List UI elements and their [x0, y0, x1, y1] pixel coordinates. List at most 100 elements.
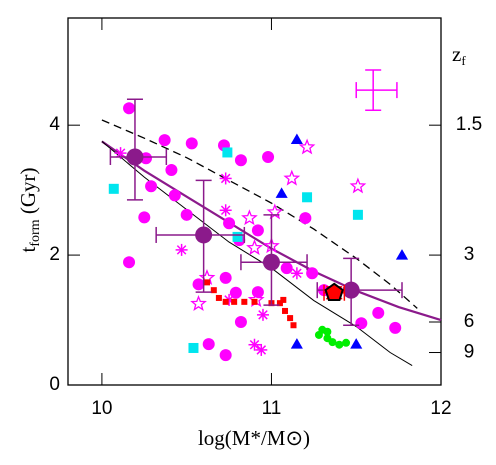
point	[165, 163, 178, 176]
point	[232, 231, 243, 242]
point	[175, 243, 188, 256]
y-tick-label: 4	[49, 114, 60, 135]
point	[210, 287, 217, 294]
point	[282, 307, 289, 314]
point	[335, 340, 344, 349]
point	[342, 281, 360, 299]
y2-tick-label: 1.5	[456, 114, 482, 135]
y-label-sub: form	[28, 219, 43, 246]
x-tick-label: 12	[430, 398, 451, 419]
y-tick-label: 2	[49, 244, 60, 265]
point	[219, 271, 232, 284]
point	[283, 169, 301, 186]
y2-tick-label: 3	[464, 244, 475, 265]
point	[123, 256, 136, 269]
point	[219, 349, 232, 362]
point	[280, 296, 287, 303]
point	[248, 338, 261, 351]
point	[222, 298, 229, 305]
point	[185, 137, 198, 150]
point	[299, 212, 312, 225]
point	[290, 133, 303, 144]
model-curve	[101, 119, 418, 309]
y-label-main: t	[16, 246, 40, 252]
model-curve	[101, 141, 413, 366]
y-tick-label: 0	[49, 374, 60, 395]
point	[276, 300, 283, 307]
point	[251, 298, 258, 305]
point	[195, 226, 213, 244]
point	[372, 306, 385, 319]
point	[231, 298, 238, 305]
point	[262, 151, 275, 164]
y-axis-label: tform (Gyr)	[16, 168, 43, 253]
point	[352, 209, 363, 220]
point	[290, 338, 303, 349]
asterisk-arm	[292, 268, 302, 279]
point	[342, 338, 351, 347]
y2-label-main: z	[452, 42, 461, 66]
point	[280, 262, 293, 275]
asterisk-arm	[220, 205, 231, 216]
point	[126, 148, 144, 166]
point	[324, 282, 344, 301]
point	[255, 343, 268, 356]
point	[350, 338, 363, 349]
asterisk-arm	[256, 345, 267, 355]
point	[123, 102, 136, 115]
point	[202, 338, 215, 351]
point	[180, 208, 193, 221]
point	[234, 154, 247, 167]
point	[215, 294, 222, 301]
point	[145, 180, 158, 193]
point	[219, 204, 232, 217]
point	[190, 294, 207, 311]
y2-label-sub: f	[461, 53, 466, 68]
x-axis-label: log(M*/M⊙)	[198, 426, 310, 450]
point	[314, 330, 323, 339]
point	[323, 327, 332, 336]
asterisk-arm	[115, 148, 126, 158]
point	[266, 203, 284, 220]
point	[302, 192, 313, 203]
y2-tick-label: 9	[464, 342, 475, 363]
point	[204, 279, 211, 286]
point	[275, 187, 288, 198]
point	[287, 315, 294, 322]
point	[188, 342, 199, 353]
point	[234, 315, 247, 328]
point	[241, 298, 248, 305]
x-tick-label: 10	[91, 398, 112, 419]
point	[290, 267, 303, 280]
point	[298, 138, 316, 155]
point	[251, 224, 264, 237]
point	[395, 249, 409, 260]
point	[138, 211, 151, 224]
point	[219, 172, 232, 185]
point	[256, 308, 269, 321]
point	[168, 189, 181, 202]
y2-tick-label: 6	[464, 311, 475, 332]
point	[262, 253, 280, 271]
point	[355, 317, 368, 330]
point	[241, 209, 258, 226]
y-label-rest: (Gyr)	[16, 168, 40, 220]
plot-frame	[67, 17, 442, 386]
x-tick-label: 11	[262, 398, 282, 419]
point	[192, 278, 205, 291]
point	[290, 322, 297, 329]
point	[349, 177, 367, 194]
asterisk-arm	[258, 310, 268, 320]
point	[222, 147, 233, 158]
point	[223, 217, 236, 230]
asterisk-arm	[249, 339, 260, 350]
point	[108, 183, 119, 194]
asterisk-arm	[176, 245, 187, 255]
point	[306, 267, 319, 280]
point	[389, 321, 402, 334]
point	[328, 338, 337, 347]
point	[246, 239, 263, 256]
asterisk-arm	[220, 173, 231, 184]
point	[158, 134, 171, 147]
